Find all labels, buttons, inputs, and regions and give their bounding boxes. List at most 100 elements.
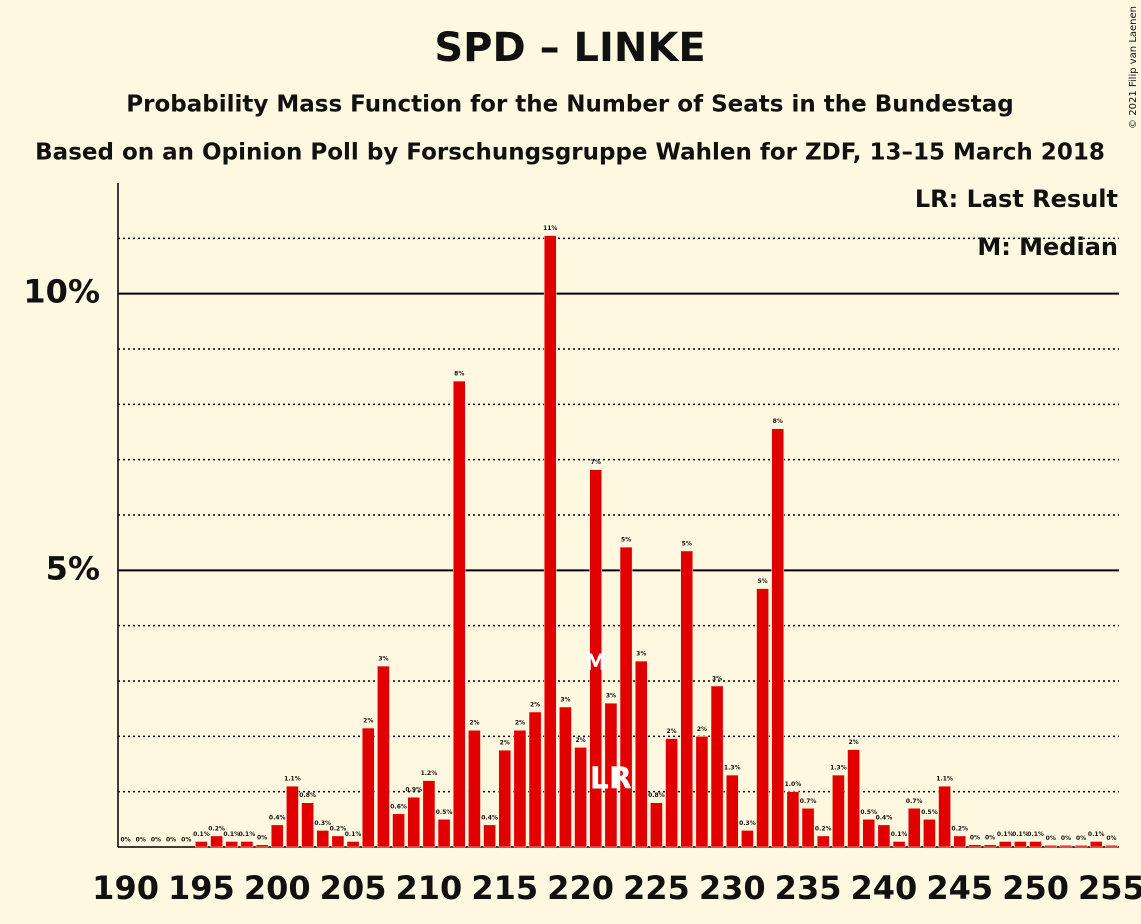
chart-title: SPD – LINKE (434, 25, 705, 71)
x-tick-label: 210 (396, 869, 463, 907)
bar (923, 819, 936, 848)
bar (225, 841, 239, 848)
value-label: 0% (120, 837, 130, 844)
value-label: 11% (543, 225, 557, 232)
bar (665, 738, 678, 848)
value-label: 0.1% (1027, 831, 1044, 838)
value-label: 3% (712, 675, 722, 682)
value-label: 1.0% (785, 781, 802, 788)
bar (286, 785, 299, 848)
value-label: 1.2% (421, 770, 438, 777)
x-tick-label: 230 (699, 869, 766, 907)
bar (710, 685, 724, 848)
value-label: 1.1% (936, 776, 953, 783)
bar (559, 706, 572, 848)
value-label: 0% (181, 837, 191, 844)
value-label: 0.1% (223, 831, 240, 838)
bar (1014, 841, 1027, 848)
value-label: 0% (166, 837, 176, 844)
bar (968, 844, 982, 848)
value-label: 2% (666, 728, 676, 735)
bar (361, 727, 375, 848)
value-label: 0% (151, 837, 161, 844)
bar (513, 729, 527, 848)
bar (240, 841, 254, 848)
value-label: 0% (985, 834, 995, 841)
value-label: 0.1% (239, 831, 256, 838)
value-label: 0.4% (876, 814, 893, 821)
bar (468, 729, 481, 848)
value-label: 8% (773, 418, 783, 425)
value-label: 7% (591, 459, 601, 466)
bar (877, 824, 891, 848)
x-tick-label: 240 (851, 869, 918, 907)
value-label: 0% (257, 834, 267, 841)
value-label: 2% (848, 739, 858, 746)
bar (1029, 841, 1042, 848)
x-tick-label: 235 (775, 869, 842, 907)
value-label: 0.8% (648, 792, 665, 799)
bar (907, 808, 921, 848)
x-tick-label: 195 (168, 869, 235, 907)
value-label: 0.1% (1012, 831, 1029, 838)
value-label: 0.6% (390, 803, 407, 810)
chart-subtitle: Based on an Opinion Poll by Forschungsgr… (35, 140, 1105, 166)
value-label: 3% (560, 697, 570, 704)
bar (392, 813, 405, 848)
y-tick-label: 10% (23, 273, 100, 311)
value-label: 0.1% (345, 831, 362, 838)
bar (452, 380, 466, 848)
value-label: 2% (515, 720, 525, 727)
bar (589, 469, 603, 848)
bar (331, 835, 345, 848)
bar (832, 774, 845, 848)
x-tick-label: 220 (547, 869, 614, 907)
value-label: 0.8% (299, 792, 316, 799)
bar (1044, 845, 1058, 848)
bar (316, 830, 330, 848)
value-label: 0% (970, 834, 980, 841)
x-tick-label: 205 (320, 869, 387, 907)
bar (634, 660, 648, 848)
last-result-marker: LR (590, 762, 632, 797)
value-label: 0% (1106, 835, 1116, 842)
bar (938, 785, 951, 848)
bar (1059, 845, 1073, 848)
bar (301, 802, 314, 848)
bar (407, 796, 421, 848)
bar (270, 824, 284, 848)
value-label: 0.2% (815, 825, 832, 832)
value-label: 2% (363, 718, 373, 725)
value-label: 2% (530, 701, 540, 708)
bar (528, 711, 542, 848)
value-label: 0.7% (800, 798, 817, 805)
value-label: 3% (606, 693, 616, 700)
y-tick-label: 5% (46, 549, 100, 587)
value-label: 0.1% (1088, 831, 1105, 838)
bar (892, 841, 906, 848)
value-label: 0.5% (860, 809, 877, 816)
x-tick-label: 225 (623, 869, 690, 907)
x-tick-label: 255 (1078, 869, 1141, 907)
bar (771, 428, 785, 848)
x-tick-label: 215 (471, 869, 538, 907)
x-tick-label: 190 (92, 869, 159, 907)
value-label: 0% (136, 837, 146, 844)
bar (862, 819, 876, 848)
x-tick-label: 245 (926, 869, 993, 907)
bar (574, 747, 587, 848)
value-label: 1.3% (830, 765, 847, 772)
value-label: 3% (378, 656, 388, 663)
bar (953, 835, 967, 848)
bar (998, 841, 1012, 848)
value-label: 0.5% (436, 809, 453, 816)
bar (210, 835, 223, 848)
bar (437, 819, 451, 848)
bar (741, 830, 754, 848)
bar (725, 774, 739, 848)
value-label: 0.2% (330, 825, 347, 832)
median-marker: M (585, 651, 607, 676)
value-label: 0% (1076, 835, 1086, 842)
bar (983, 844, 997, 848)
